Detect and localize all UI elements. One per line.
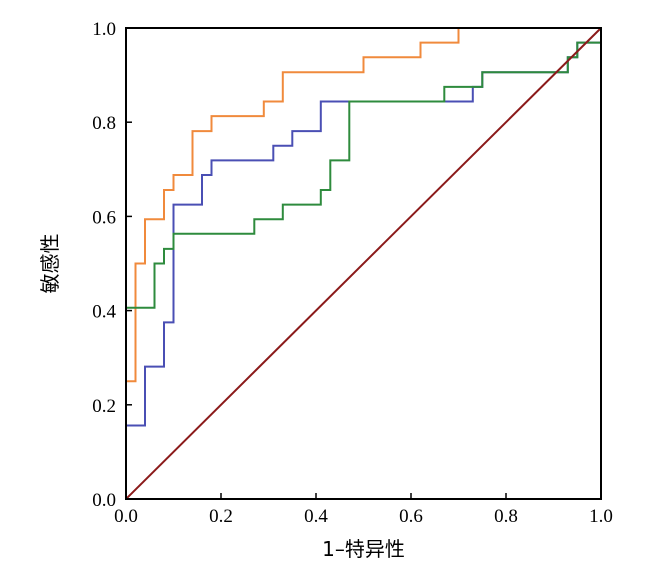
roc-series-line-3 — [125, 41, 601, 499]
y-tick-label: 0.8 — [92, 113, 116, 134]
y-tick-label: 0.0 — [92, 490, 116, 511]
x-tick-label: 0.4 — [304, 506, 328, 527]
x-tick-label: 0.0 — [114, 506, 138, 527]
x-tick-label: 0.6 — [399, 506, 423, 527]
x-axis-title: 1–特异性 — [322, 537, 405, 561]
series-layer — [125, 27, 602, 500]
y-tick-label: 1.0 — [92, 19, 116, 40]
x-tick-label: 0.8 — [494, 506, 518, 527]
roc-series-line-4 — [125, 27, 602, 500]
x-tick-label: 1.0 — [589, 506, 613, 527]
plot-frame — [125, 27, 602, 500]
roc-series-line-1 — [125, 28, 460, 499]
y-tick-label: 0.6 — [92, 207, 116, 228]
y-axis-title: 敏感性 — [38, 234, 62, 294]
x-tick-label: 0.2 — [209, 506, 233, 527]
y-tick-label: 0.4 — [92, 302, 116, 323]
ticks-layer: 0.00.0 0.2 0.2 0.4 0.4 0.6 0.6 0.8 0.8 1.0 1.0 — [92, 19, 613, 527]
y-tick-label: 0.2 — [92, 396, 116, 417]
